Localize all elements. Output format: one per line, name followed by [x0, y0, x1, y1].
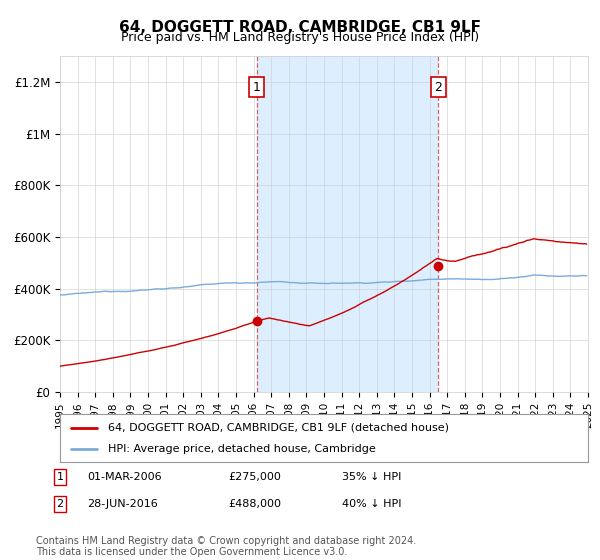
Text: 28-JUN-2016: 28-JUN-2016: [87, 499, 158, 509]
Text: 40% ↓ HPI: 40% ↓ HPI: [342, 499, 401, 509]
Text: 1: 1: [56, 472, 64, 482]
Bar: [257, 56, 439, 392]
Text: £275,000: £275,000: [228, 472, 281, 482]
Text: £488,000: £488,000: [228, 499, 281, 509]
Text: 64, DOGGETT ROAD, CAMBRIDGE, CB1 9LF: 64, DOGGETT ROAD, CAMBRIDGE, CB1 9LF: [119, 20, 481, 35]
Text: Contains HM Land Registry data © Crown copyright and database right 2024.
This d: Contains HM Land Registry data © Crown c…: [36, 535, 416, 557]
Text: 2: 2: [434, 81, 442, 94]
Text: 1: 1: [253, 81, 260, 94]
Text: 64, DOGGETT ROAD, CAMBRIDGE, CB1 9LF (detached house): 64, DOGGETT ROAD, CAMBRIDGE, CB1 9LF (de…: [107, 423, 449, 433]
Text: Price paid vs. HM Land Registry's House Price Index (HPI): Price paid vs. HM Land Registry's House …: [121, 31, 479, 44]
Text: HPI: Average price, detached house, Cambridge: HPI: Average price, detached house, Camb…: [107, 444, 375, 454]
Text: 35% ↓ HPI: 35% ↓ HPI: [342, 472, 401, 482]
Text: 2: 2: [56, 499, 64, 509]
Text: 01-MAR-2006: 01-MAR-2006: [87, 472, 161, 482]
